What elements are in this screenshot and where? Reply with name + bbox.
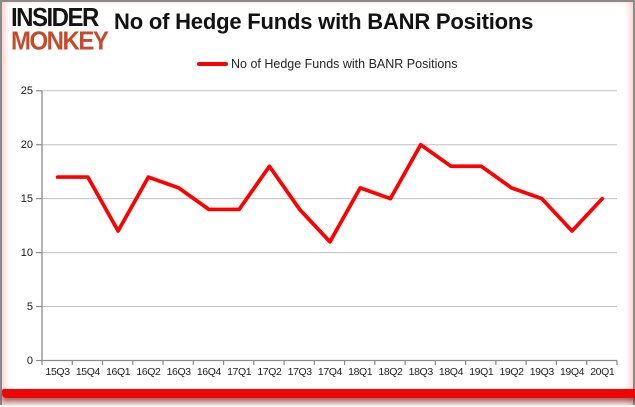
chart-title: No of Hedge Funds with BANR Positions xyxy=(114,9,534,34)
x-axis-tick-label: 17Q3 xyxy=(287,365,312,378)
x-axis-tick-label: 17Q2 xyxy=(257,365,282,378)
x-axis-tick-label: 16Q4 xyxy=(196,365,221,378)
x-axis-tick-label: 19Q4 xyxy=(559,365,585,378)
x-axis-tick-label: 15Q4 xyxy=(75,365,100,378)
y-axis-tick-label: 20 xyxy=(20,138,33,151)
red-bottom-bar xyxy=(2,389,635,398)
x-axis-tick-label: 18Q1 xyxy=(348,365,373,378)
legend-label: No of Hedge Funds with BANR Positions xyxy=(231,57,458,71)
series-line-hedge-funds xyxy=(55,142,605,244)
y-axis-tick-label: 25 xyxy=(20,84,33,97)
x-axis-tick-label: 18Q4 xyxy=(438,365,464,378)
x-axis-tick-label: 19Q3 xyxy=(529,365,554,378)
y-axis-tick-label: 5 xyxy=(26,300,33,313)
x-axis-tick-label: 17Q4 xyxy=(317,365,342,378)
legend-line-marker xyxy=(197,61,228,67)
logo-monkey-text: MONKEY xyxy=(11,27,109,56)
x-axis-tick-label: 17Q1 xyxy=(227,365,252,378)
y-axis-tick-label: 0 xyxy=(26,354,33,367)
x-axis-tick-label: 16Q2 xyxy=(136,365,161,378)
x-axis-tick-label: 16Q1 xyxy=(106,365,131,378)
x-axis-tick-label: 18Q2 xyxy=(378,365,403,378)
logo-insider-text: INSIDER xyxy=(11,3,99,33)
x-axis-tick-label: 20Q1 xyxy=(590,365,615,378)
x-axis-tick-label: 15Q3 xyxy=(45,365,70,378)
y-axis-tick-label: 15 xyxy=(20,192,33,205)
x-axis-tick-label: 19Q1 xyxy=(469,365,494,378)
y-axis-tick-label: 10 xyxy=(20,246,33,259)
legend: No of Hedge Funds with BANR Positions xyxy=(197,57,458,71)
x-axis-tick-label: 18Q3 xyxy=(408,365,433,378)
x-axis-tick-label: 19Q2 xyxy=(499,365,524,378)
insider-monkey-logo: INSIDER MONKEY xyxy=(11,3,109,56)
x-axis-tick-label: 16Q3 xyxy=(166,365,191,378)
